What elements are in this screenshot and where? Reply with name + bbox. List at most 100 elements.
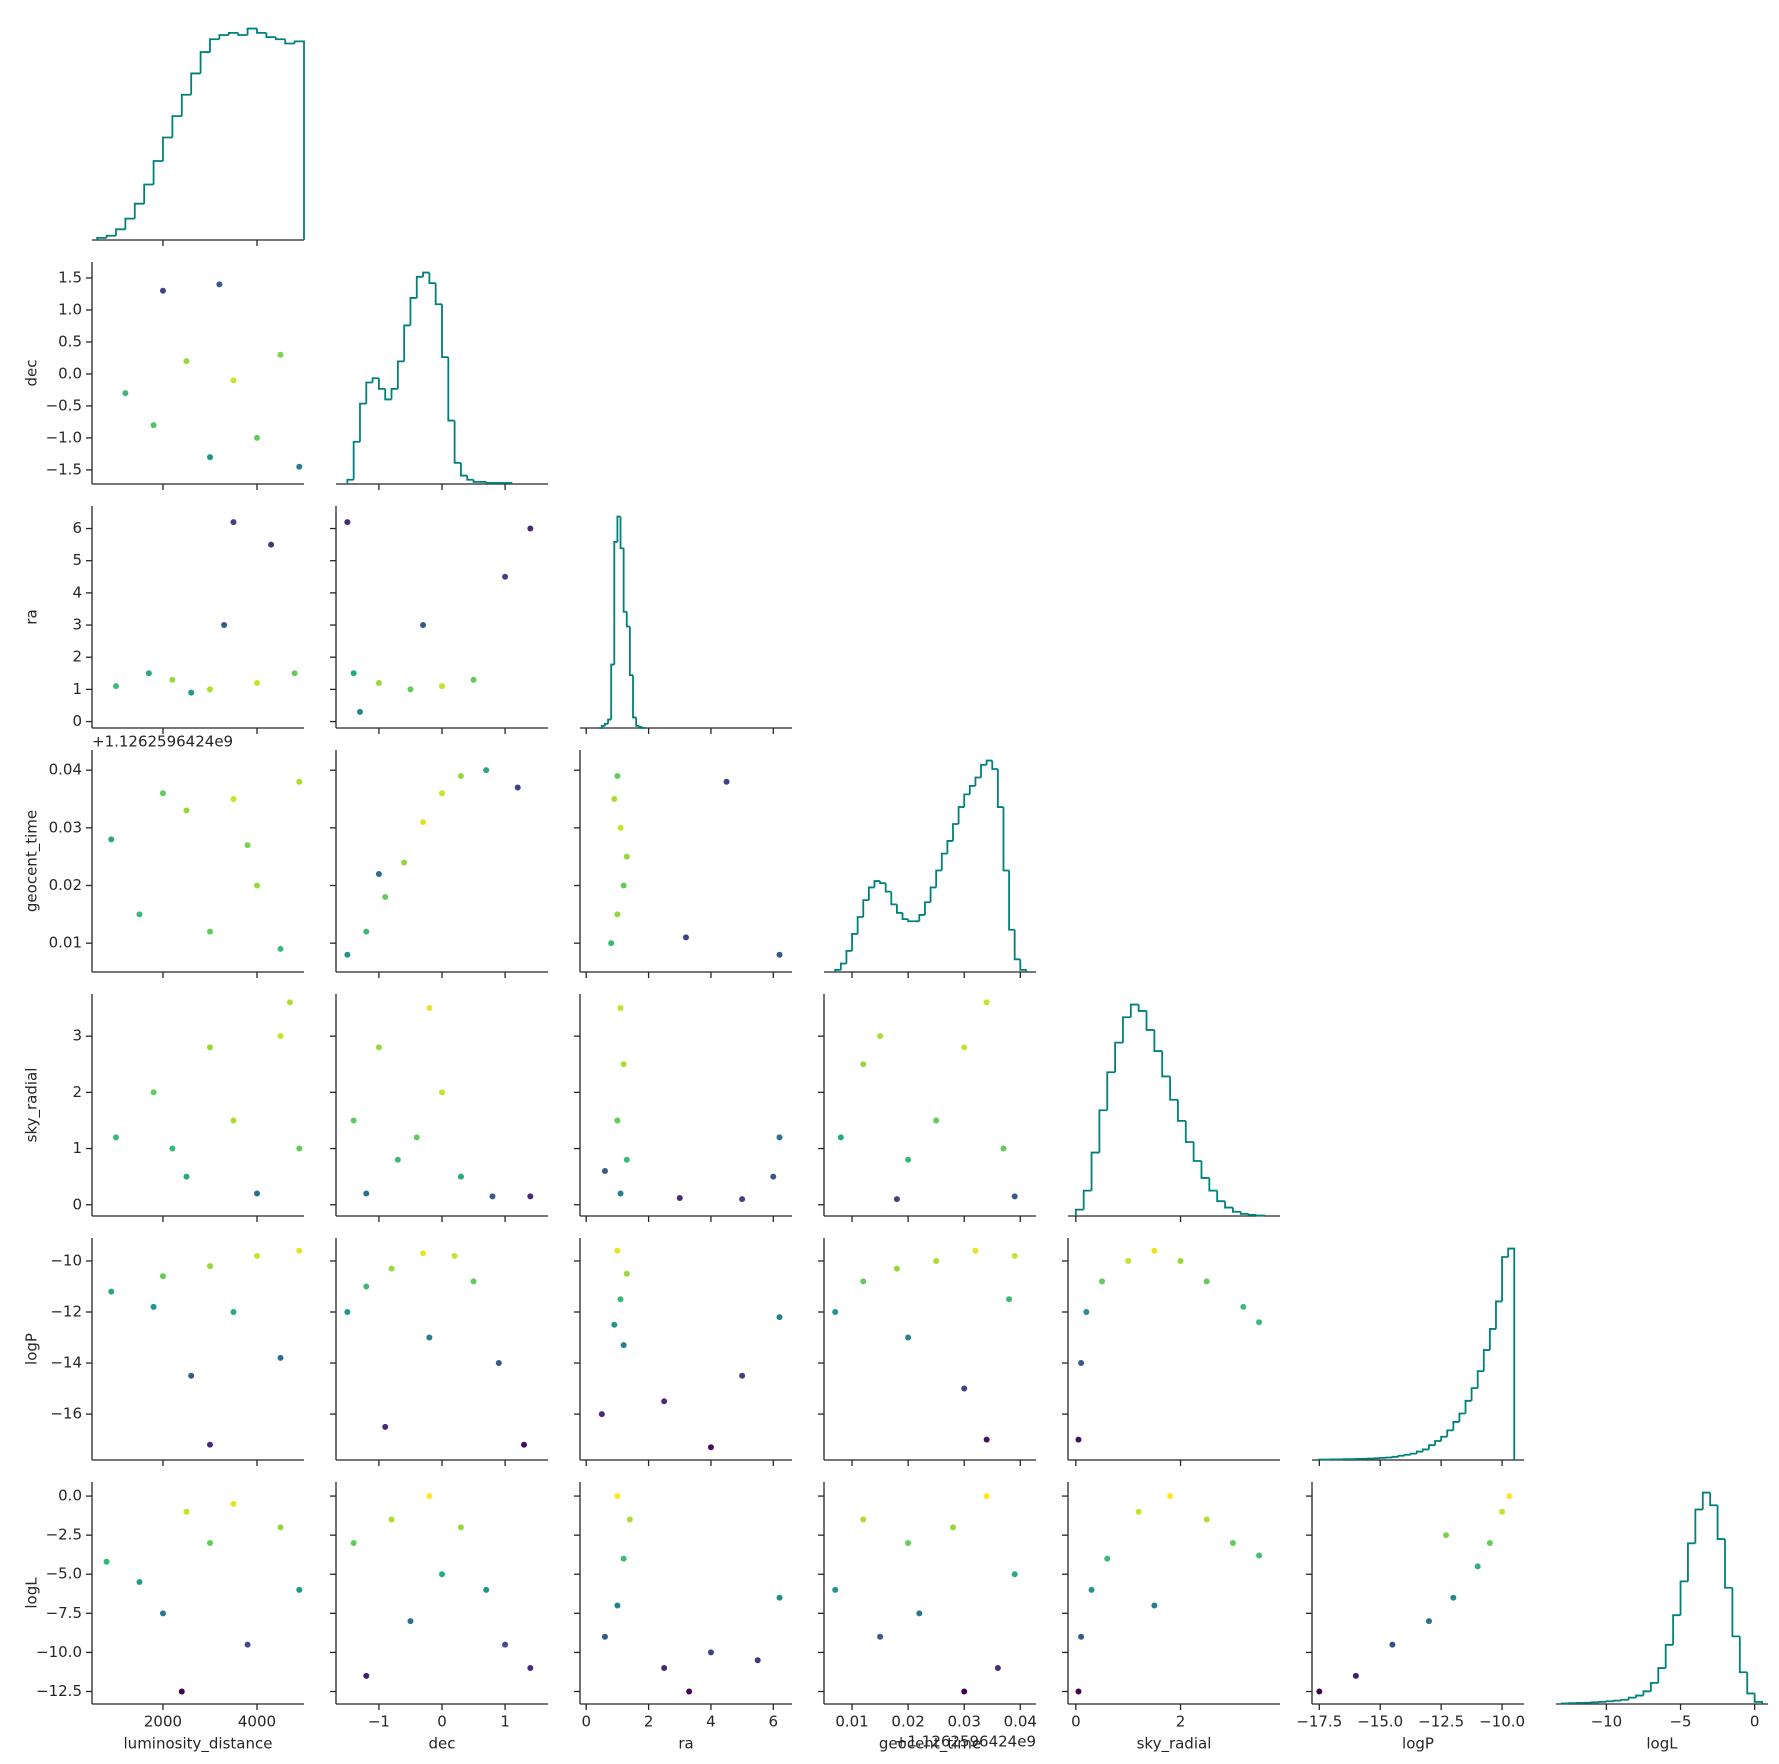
scatter-point [382,1423,389,1430]
scatter-point [961,1044,968,1051]
scatter-point [277,1354,284,1361]
hist-bin [1208,1177,1218,1192]
hist-bin [907,919,914,923]
hist-bin [162,136,173,161]
scatter-point [159,1273,166,1280]
hist-bin [924,901,931,915]
hist-bin [1657,1667,1666,1683]
scatter-point [905,1156,912,1163]
scatter-point [1151,1247,1158,1254]
scatter-point [159,1610,166,1617]
hist-bin [1635,1694,1644,1698]
y-tick-label: −12.5 [36,1682,82,1700]
hist-bin [1612,1699,1622,1702]
hist-bin [1672,1614,1681,1645]
x-tick-label: 2 [1176,1713,1186,1731]
hist-bin [1169,1076,1178,1101]
scatter-point [983,1436,990,1443]
hist-bin [862,899,869,918]
x-tick-label: 4000 [238,1713,276,1731]
scatter-point [620,1555,627,1562]
scatter-point [188,689,195,696]
scatter-point [375,679,382,686]
scatter-point [159,790,166,797]
scatter-point [614,1117,621,1124]
scatter-point [860,1278,867,1285]
x-tick-label: −10 [1591,1713,1623,1731]
scatter-point [470,1278,477,1285]
hist-bin [1482,1349,1490,1372]
y-tick-label: −5.0 [46,1565,82,1583]
hist-bin [1098,1109,1108,1153]
hist-bin [1019,959,1027,972]
scatter-point [145,670,152,677]
scatter-point [617,824,624,831]
hist-bin [209,38,220,53]
hist-bin [607,718,612,724]
scatter-point [277,351,284,358]
scatter-point [983,999,990,1006]
scatter-point [983,1493,990,1500]
scatter-point [363,1283,370,1290]
y-tick-label: −1.0 [46,428,82,446]
hist-bin [625,611,630,628]
scatter-point [614,1493,621,1500]
x-tick-label: −15.0 [1357,1713,1403,1731]
scatter-point [614,1247,621,1254]
scatter-point [394,1156,401,1163]
y-axis-label: logL [23,1577,41,1609]
hist-bin [946,840,953,854]
hist-bin [622,548,627,613]
x-tick-label: 0 [581,1713,591,1731]
scatter-point [1000,1145,1007,1152]
hist-bin [1470,1387,1478,1401]
scatter-point [112,1134,119,1141]
y-axis-label: logP [23,1333,41,1365]
hist-bin [1649,1681,1659,1692]
scatter-point [1389,1641,1396,1648]
hist-bin [1434,1440,1442,1446]
hist-bin [1137,1004,1147,1012]
scatter-point [407,686,414,693]
hist-bin [638,725,643,728]
hist-bin [1013,929,1021,961]
scatter-point [483,767,490,774]
x-tick-label: −1 [368,1713,390,1731]
scatter-point [1352,1672,1359,1679]
hist-bin [1476,1370,1484,1389]
scatter-point [150,1303,157,1310]
y-tick-label: −7.5 [46,1604,82,1622]
scatter-point [1075,1688,1082,1695]
hist-bin [940,852,948,871]
y-tick-label: 0.5 [58,332,82,350]
scatter-point [514,784,521,791]
scatter-point [1506,1493,1513,1500]
hist-bin [873,880,881,888]
scatter-point [972,1247,979,1254]
hist-bin [834,968,841,972]
scatter-point [1316,1688,1323,1695]
hist-bin [422,271,430,277]
scatter-point [420,1250,427,1257]
hist-bin [359,402,367,442]
scatter-point [623,1270,630,1277]
y-tick-label: 2 [72,1083,82,1101]
scatter-point [1083,1309,1090,1315]
hist-bin [896,904,903,914]
hist-bin [985,759,993,765]
hist-bin [453,420,461,464]
scatter-point [439,1089,445,1096]
hist-bin [346,478,354,484]
scatter-point [221,622,228,629]
scatter-point [1499,1508,1506,1515]
scatter-point [1443,1532,1450,1539]
hist-bin [1247,1213,1257,1216]
hist-bin [384,388,392,401]
hist-bin [1687,1542,1696,1582]
x-tick-label: 0.04 [1004,1713,1037,1731]
scatter-point [112,683,119,690]
scatter-point [230,377,237,384]
hist-bin [1255,1214,1266,1217]
scatter-point [457,1524,464,1531]
scatter-point [1256,1552,1263,1559]
